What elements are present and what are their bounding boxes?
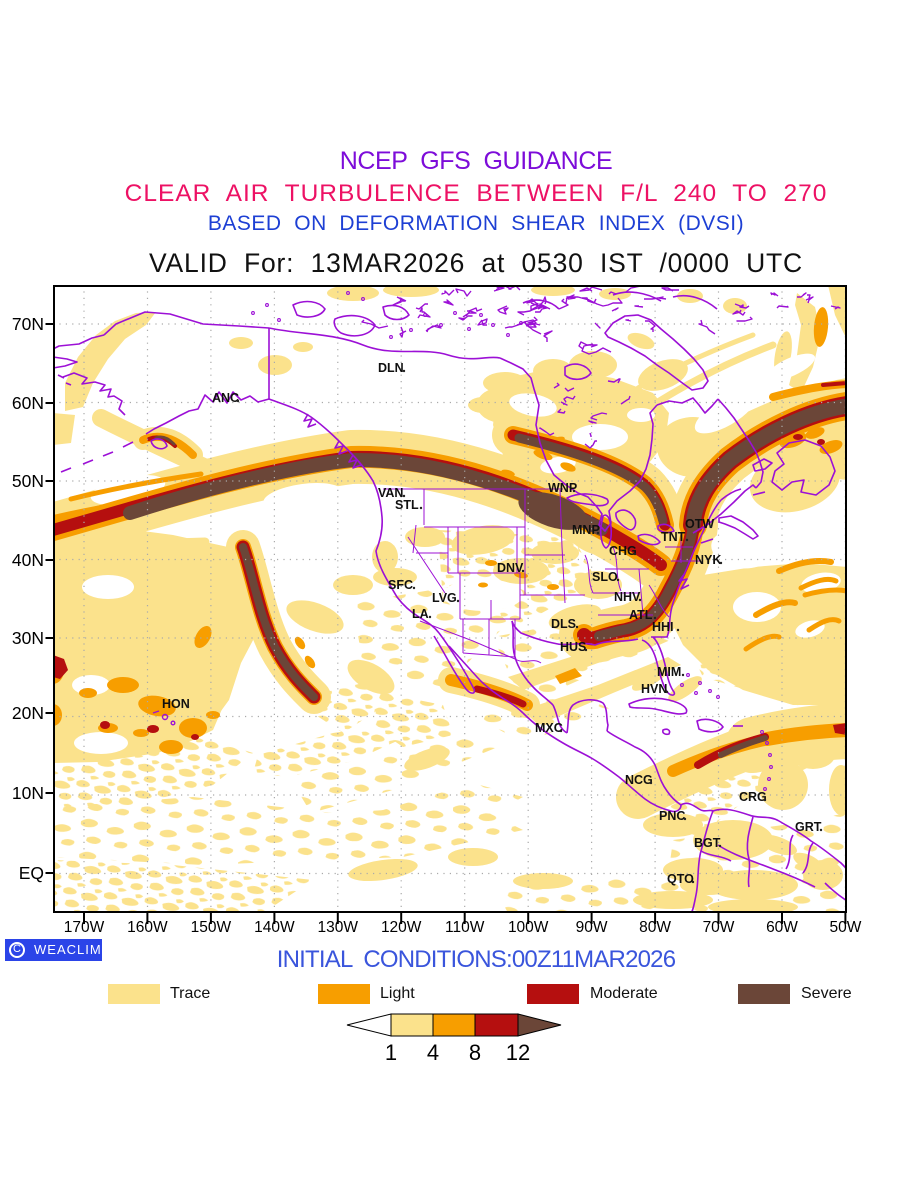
svg-text:4: 4 [427,1040,439,1065]
svg-text:70N: 70N [12,314,44,334]
svg-text:8: 8 [469,1040,481,1065]
svg-text:SLO: SLO [592,570,618,584]
svg-text:QTO: QTO [667,872,694,886]
svg-text:40N: 40N [12,550,44,570]
svg-text:1: 1 [385,1040,397,1065]
svg-text:30N: 30N [12,628,44,648]
svg-text:10N: 10N [12,783,44,803]
svg-text:OTW: OTW [685,517,714,531]
svg-text:170W: 170W [64,919,105,936]
svg-text:BGT: BGT [694,836,721,850]
svg-text:HON: HON [162,697,190,711]
svg-text:60N: 60N [12,393,44,413]
svg-text:90W: 90W [576,919,608,936]
svg-text:VAN: VAN [378,486,403,500]
svg-text:EQ: EQ [19,863,44,883]
svg-text:HUS: HUS [560,640,586,654]
svg-text:PNC: PNC [659,809,685,823]
svg-text:80W: 80W [639,919,671,936]
svg-text:CHG: CHG [609,544,637,558]
svg-text:130W: 130W [318,919,359,936]
svg-text:CRG: CRG [739,790,767,804]
svg-text:WNP: WNP [548,481,577,495]
svg-text:100W: 100W [508,919,549,936]
svg-text:DLS: DLS [551,617,576,631]
svg-text:HVN: HVN [641,682,667,696]
svg-text:MIM: MIM [657,665,681,679]
svg-text:LVG: LVG [432,591,457,605]
svg-text:DNV: DNV [497,561,524,575]
svg-text:SFC: SFC [388,578,413,592]
svg-text:ATL: ATL [629,608,653,622]
svg-text:50W: 50W [829,919,861,936]
svg-text:70W: 70W [703,919,735,936]
svg-text:NCG: NCG [625,773,653,787]
svg-text:150W: 150W [191,919,232,936]
svg-text:LA: LA [412,607,429,621]
svg-text:50N: 50N [12,471,44,491]
svg-text:GRT: GRT [795,820,822,834]
svg-text:140W: 140W [254,919,295,936]
svg-text:110W: 110W [445,919,485,936]
svg-text:DLN: DLN [378,361,404,375]
svg-text:60W: 60W [766,919,798,936]
svg-text:160W: 160W [127,919,168,936]
svg-text:20N: 20N [12,703,44,723]
svg-text:MXC: MXC [535,721,563,735]
svg-text:120W: 120W [381,919,422,936]
svg-text:NHV: NHV [614,590,641,604]
svg-text:TNT: TNT [661,530,686,544]
svg-text:NYK: NYK [695,553,721,567]
svg-text:ANC: ANC [212,391,239,405]
svg-text:STL: STL [395,498,419,512]
svg-text:12: 12 [506,1040,530,1065]
svg-text:HHI: HHI [652,620,674,634]
svg-text:MNP: MNP [572,523,600,537]
